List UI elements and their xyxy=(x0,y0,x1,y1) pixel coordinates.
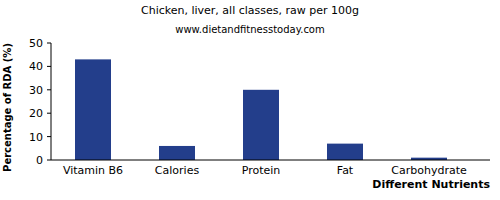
y-tick-label: 20 xyxy=(29,107,43,120)
x-tick-label: Protein xyxy=(242,164,281,177)
y-tick-label: 50 xyxy=(29,37,43,50)
subtitle: www.dietandfitnesstoday.com xyxy=(175,24,324,35)
bar xyxy=(243,90,279,160)
x-tick-label: Calories xyxy=(155,164,200,177)
x-tick-label: Carbohydrate xyxy=(391,164,467,177)
y-axis xyxy=(51,43,52,160)
background xyxy=(0,0,500,200)
bar xyxy=(159,146,195,160)
y-tick xyxy=(47,43,51,44)
bar xyxy=(327,144,363,160)
x-axis-label: Different Nutrients xyxy=(372,178,490,191)
y-tick xyxy=(47,160,51,161)
x-tick-label: Vitamin B6 xyxy=(63,164,123,177)
y-axis-label: Percentage of RDA (%) xyxy=(2,43,13,172)
y-tick-label: 10 xyxy=(29,131,43,144)
y-tick xyxy=(47,89,51,90)
y-tick xyxy=(47,136,51,137)
y-tick-label: 0 xyxy=(36,154,43,167)
y-tick xyxy=(47,66,51,67)
y-tick xyxy=(47,113,51,114)
x-axis xyxy=(51,160,490,161)
title: Chicken, liver, all classes, raw per 100… xyxy=(141,4,359,17)
chart: Chicken, liver, all classes, raw per 100… xyxy=(0,0,500,200)
bar xyxy=(75,59,111,160)
y-tick-label: 30 xyxy=(29,84,43,97)
x-tick-label: Fat xyxy=(337,164,354,177)
y-tick-label: 40 xyxy=(29,60,43,73)
bars xyxy=(75,59,447,160)
